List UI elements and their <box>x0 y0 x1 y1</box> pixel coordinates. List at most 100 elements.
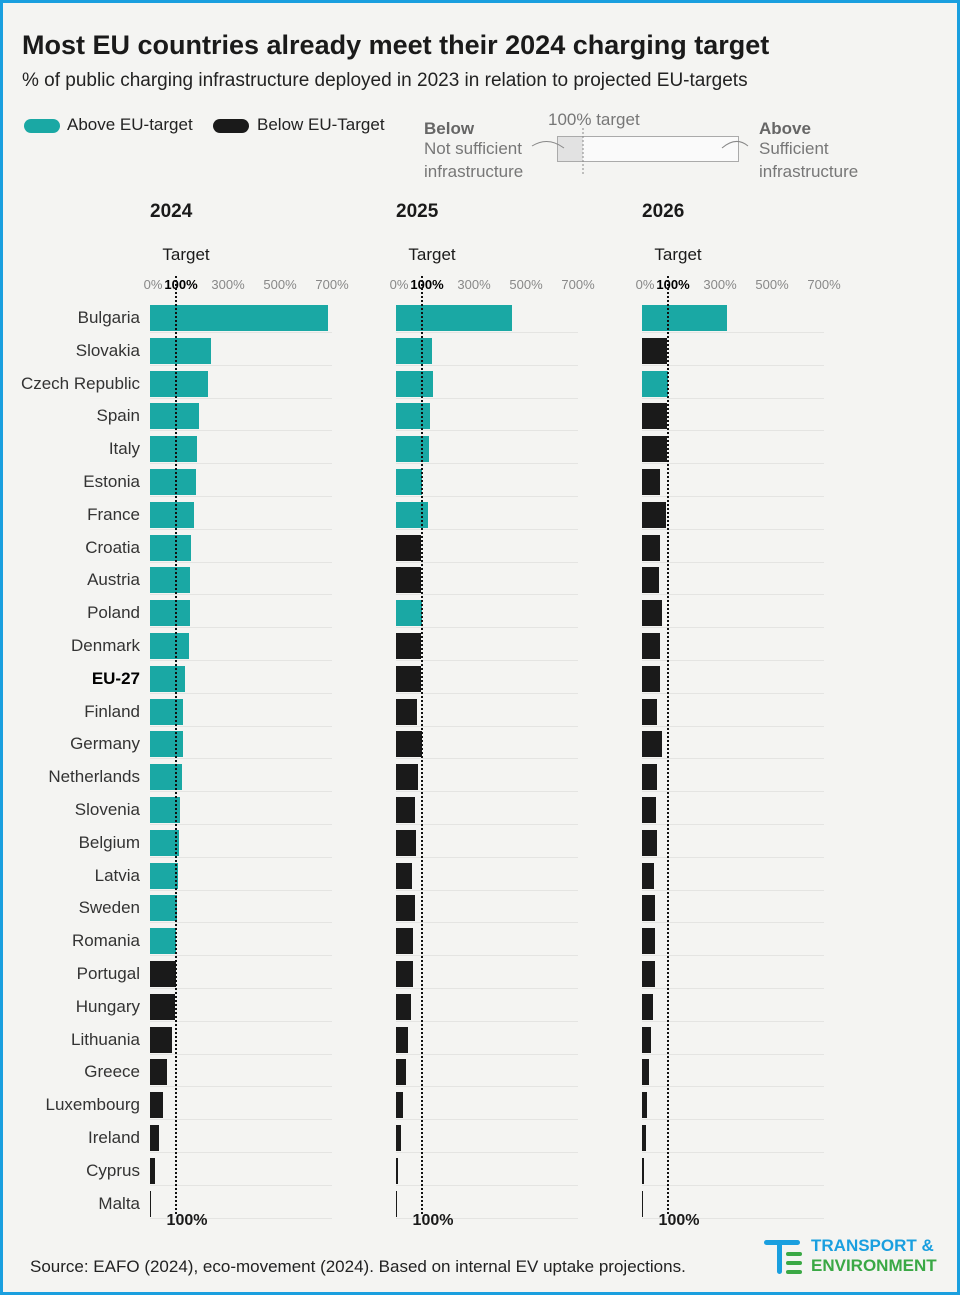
gridline <box>642 824 824 825</box>
bar-croatia-2024 <box>150 535 192 561</box>
gridline <box>150 1152 332 1153</box>
bar-austria-2025 <box>396 567 421 593</box>
bar-austria-2026 <box>642 567 659 593</box>
country-label: Belgium <box>78 832 140 852</box>
logo-text-line1: TRANSPORT & <box>811 1236 934 1255</box>
gridline <box>150 1218 332 1219</box>
country-label: Romania <box>71 931 140 951</box>
bar-belgium-2025 <box>396 830 417 856</box>
country-label: Lithuania <box>70 1029 140 1049</box>
bar-italy-2026 <box>642 436 667 462</box>
chart-title: Most EU countries already meet their 202… <box>22 30 770 60</box>
bar-finland-2025 <box>396 699 418 725</box>
bar-romania-2026 <box>642 928 655 954</box>
bar-luxembourg-2025 <box>396 1092 404 1118</box>
target-label: Target <box>654 245 702 264</box>
bottom-target-label: 100% <box>658 1212 700 1229</box>
bar-cyprus-2024 <box>150 1158 155 1184</box>
tick-label: 0% <box>143 277 163 292</box>
gridline <box>396 496 578 497</box>
gridline <box>396 1119 578 1120</box>
bar-poland-2024 <box>150 600 191 626</box>
bar-poland-2025 <box>396 600 423 626</box>
gridline <box>150 988 332 989</box>
bar-italy-2025 <box>396 436 430 462</box>
gridline <box>396 693 578 694</box>
explainer-below-title: Below <box>424 119 475 138</box>
legend-swatch-above <box>24 119 60 133</box>
bar-greece-2026 <box>642 1059 650 1085</box>
gridline <box>150 955 332 956</box>
gridline <box>642 1054 824 1055</box>
bar-malta-2024 <box>150 1191 151 1217</box>
te-logo-icon <box>764 1240 802 1274</box>
country-label: Ireland <box>88 1128 140 1147</box>
bar-spain-2026 <box>642 403 667 429</box>
chart-subtitle: % of public charging infrastructure depl… <box>22 70 748 91</box>
bar-austria-2024 <box>150 567 191 593</box>
bar-slovakia-2024 <box>150 338 212 364</box>
bar-poland-2026 <box>642 600 663 626</box>
gridline <box>396 726 578 727</box>
gridline <box>150 496 332 497</box>
bar-germany-2026 <box>642 731 663 757</box>
bar-finland-2026 <box>642 699 658 725</box>
gridline <box>642 660 824 661</box>
bar-latvia-2024 <box>150 863 179 889</box>
gridline <box>150 693 332 694</box>
gridline <box>642 332 824 333</box>
bar-france-2024 <box>150 502 194 528</box>
gridline <box>150 758 332 759</box>
bar-sweden-2026 <box>642 895 655 921</box>
bar-netherlands-2026 <box>642 764 658 790</box>
gridline <box>642 1218 824 1219</box>
bar-denmark-2024 <box>150 633 189 659</box>
bar-italy-2024 <box>150 436 198 462</box>
gridline <box>150 791 332 792</box>
explainer-diagram <box>531 128 749 174</box>
gridline <box>642 1185 824 1186</box>
country-label: Estonia <box>83 472 140 491</box>
gridline <box>150 1054 332 1055</box>
country-label: Denmark <box>71 636 140 655</box>
country-label: Poland <box>87 603 140 623</box>
gridline <box>642 1021 824 1022</box>
country-label: Finland <box>84 701 140 721</box>
target-label: Target <box>162 245 210 264</box>
country-label: Croatia <box>85 537 140 557</box>
tick-label: 500% <box>263 277 297 292</box>
gridline <box>642 529 824 530</box>
country-label: Cyprus <box>86 1160 140 1180</box>
bar-croatia-2025 <box>396 535 421 561</box>
gridline <box>642 726 824 727</box>
year-label: 2024 <box>150 201 193 222</box>
bar-czech-republic-2024 <box>150 371 208 397</box>
gridline <box>396 398 578 399</box>
tick-label: 100% <box>656 277 690 292</box>
bar-lithuania-2025 <box>396 1027 408 1053</box>
bar-czech-republic-2025 <box>396 371 433 397</box>
gridline <box>396 660 578 661</box>
bar-ireland-2026 <box>642 1125 646 1151</box>
bar-portugal-2025 <box>396 961 413 987</box>
gridline <box>150 726 332 727</box>
country-label: Bulgaria <box>77 308 140 327</box>
explainer-above-line2: infrastructure <box>759 162 859 181</box>
gridline <box>150 1185 332 1186</box>
country-label: Malta <box>98 1193 140 1213</box>
gridline <box>396 430 578 431</box>
gridline <box>150 463 332 464</box>
gridline <box>396 758 578 759</box>
gridline <box>150 594 332 595</box>
bar-belgium-2026 <box>642 830 658 856</box>
gridline <box>396 1021 578 1022</box>
gridline <box>150 332 332 333</box>
gridline <box>150 857 332 858</box>
tick-label: 0% <box>635 277 655 292</box>
gridline <box>642 627 824 628</box>
bar-latvia-2025 <box>396 863 413 889</box>
target-line <box>421 276 423 1214</box>
gridline <box>642 988 824 989</box>
tick-label: 700% <box>315 277 349 292</box>
gridline <box>150 529 332 530</box>
